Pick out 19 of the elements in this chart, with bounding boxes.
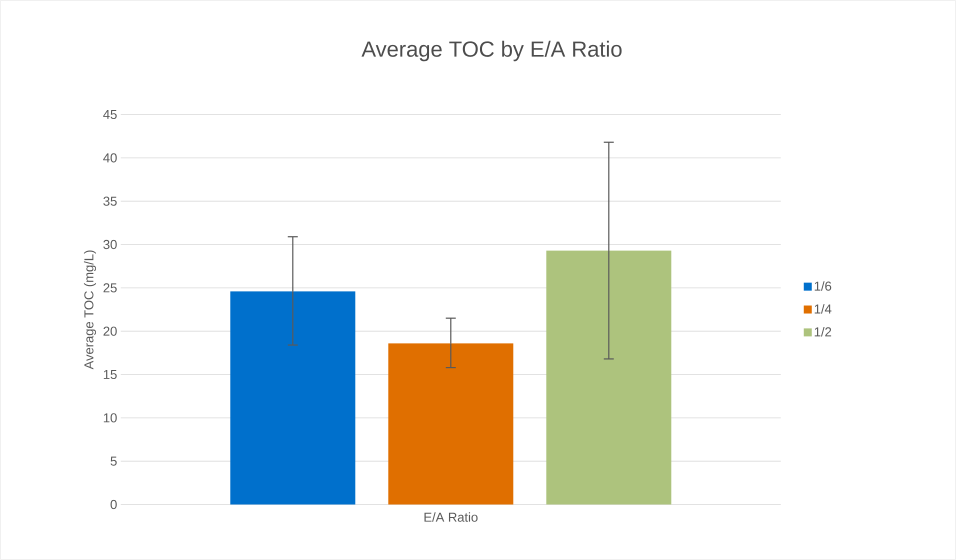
y-axis-title: Average TOC (mg/L) — [84, 250, 96, 370]
y-tick-label: 5 — [110, 456, 117, 466]
y-tick-label: 15 — [104, 370, 117, 380]
bar — [546, 250, 672, 505]
bar — [230, 291, 356, 505]
legend-label: 1/6 — [814, 281, 832, 291]
y-tick-label: 20 — [104, 326, 117, 336]
y-tick-label: 30 — [103, 240, 117, 250]
x-tick-label: E/A Ratio — [424, 512, 478, 522]
y-tick-label: 0 — [110, 500, 117, 510]
legend-label: 1/2 — [814, 326, 832, 336]
y-tick-label: 40 — [103, 153, 117, 162]
bar — [388, 343, 514, 505]
y-tick-label: 45 — [103, 110, 117, 120]
y-tick-label: 10 — [104, 413, 117, 422]
legend-label: 1/4 — [814, 304, 832, 314]
chart-title: Average TOC by E/A Ratio — [362, 40, 622, 62]
y-tick-label: 35 — [103, 196, 117, 206]
y-tick-label: 25 — [104, 283, 117, 292]
